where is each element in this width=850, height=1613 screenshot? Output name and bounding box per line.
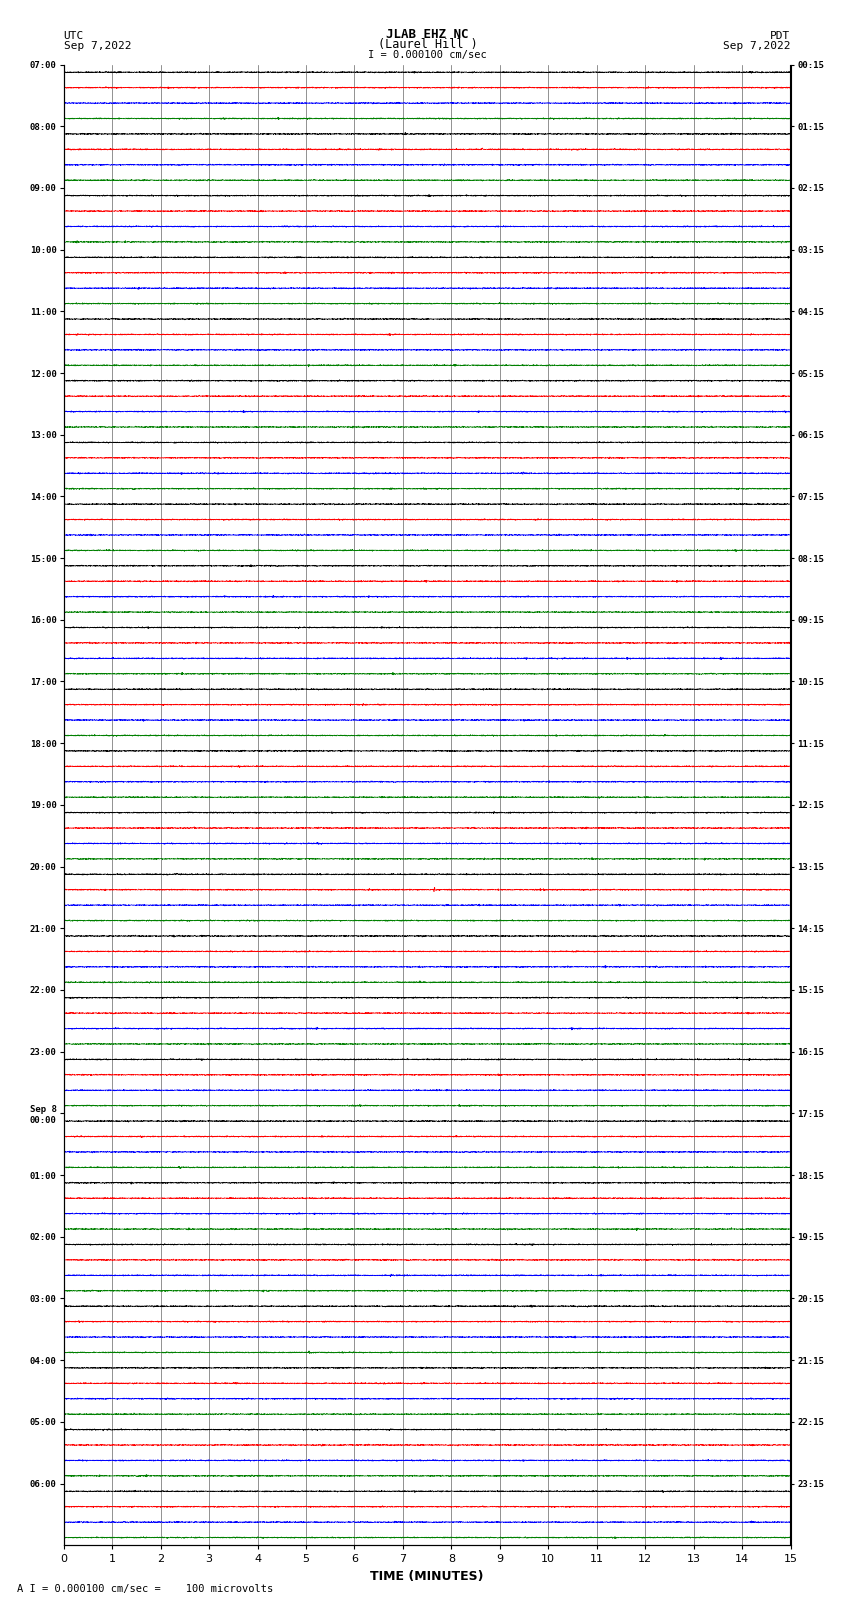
Text: A I = 0.000100 cm/sec =    100 microvolts: A I = 0.000100 cm/sec = 100 microvolts	[17, 1584, 273, 1594]
Text: Sep 7,2022: Sep 7,2022	[723, 40, 791, 50]
X-axis label: TIME (MINUTES): TIME (MINUTES)	[371, 1569, 484, 1582]
Text: JLAB EHZ NC: JLAB EHZ NC	[386, 27, 469, 40]
Text: I = 0.000100 cm/sec: I = 0.000100 cm/sec	[368, 50, 487, 60]
Text: Sep 7,2022: Sep 7,2022	[64, 40, 131, 50]
Text: (Laurel Hill ): (Laurel Hill )	[377, 37, 478, 50]
Text: UTC: UTC	[64, 31, 84, 40]
Text: PDT: PDT	[770, 31, 790, 40]
